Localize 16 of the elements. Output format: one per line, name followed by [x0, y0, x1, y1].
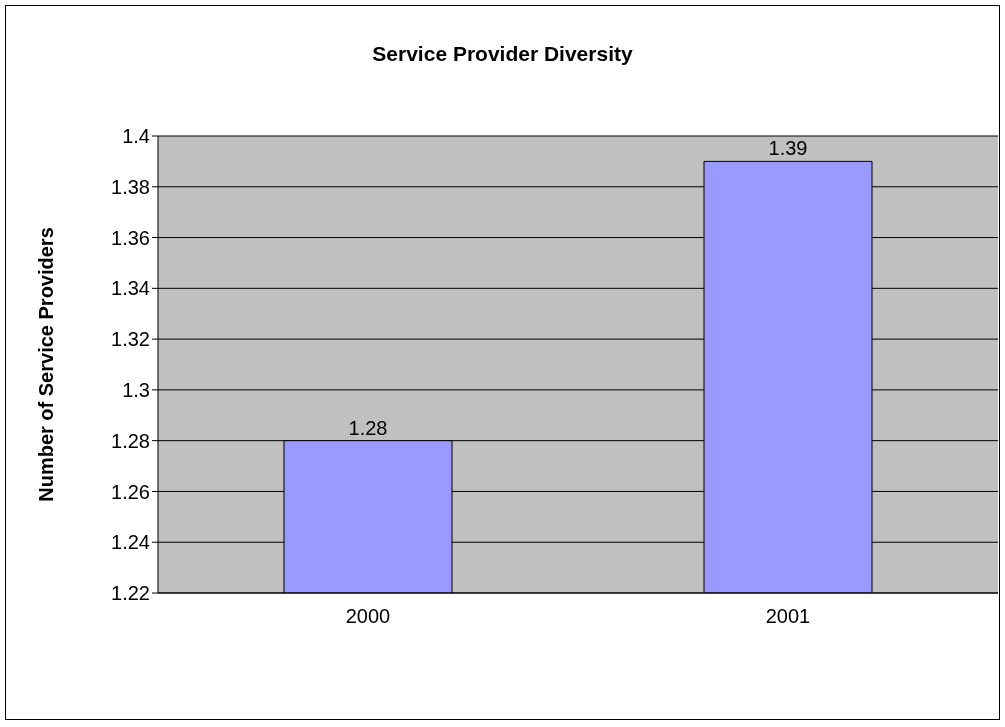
- y-axis-title: Number of Service Providers: [35, 227, 58, 502]
- chart-title: Service Provider Diversity: [371, 42, 634, 66]
- y-tick-label: 1.24: [111, 531, 150, 554]
- y-tick-label: 1.34: [111, 277, 150, 300]
- y-tick-label: 1.36: [111, 226, 150, 249]
- data-label: 1.28: [348, 416, 388, 439]
- y-tick-label: 1.22: [111, 582, 150, 605]
- y-tick-label: 1.32: [111, 328, 150, 351]
- x-tick-label: 2000: [345, 605, 391, 628]
- x-tick-label: 2001: [765, 605, 811, 628]
- y-tick-label: 1.4: [122, 125, 150, 148]
- y-tick-label: 1.3: [122, 378, 150, 401]
- data-label: 1.39: [768, 137, 808, 160]
- y-tick-label: 1.38: [111, 175, 150, 198]
- y-tick-label: 1.26: [111, 480, 150, 503]
- y-tick-label: 1.28: [111, 429, 150, 452]
